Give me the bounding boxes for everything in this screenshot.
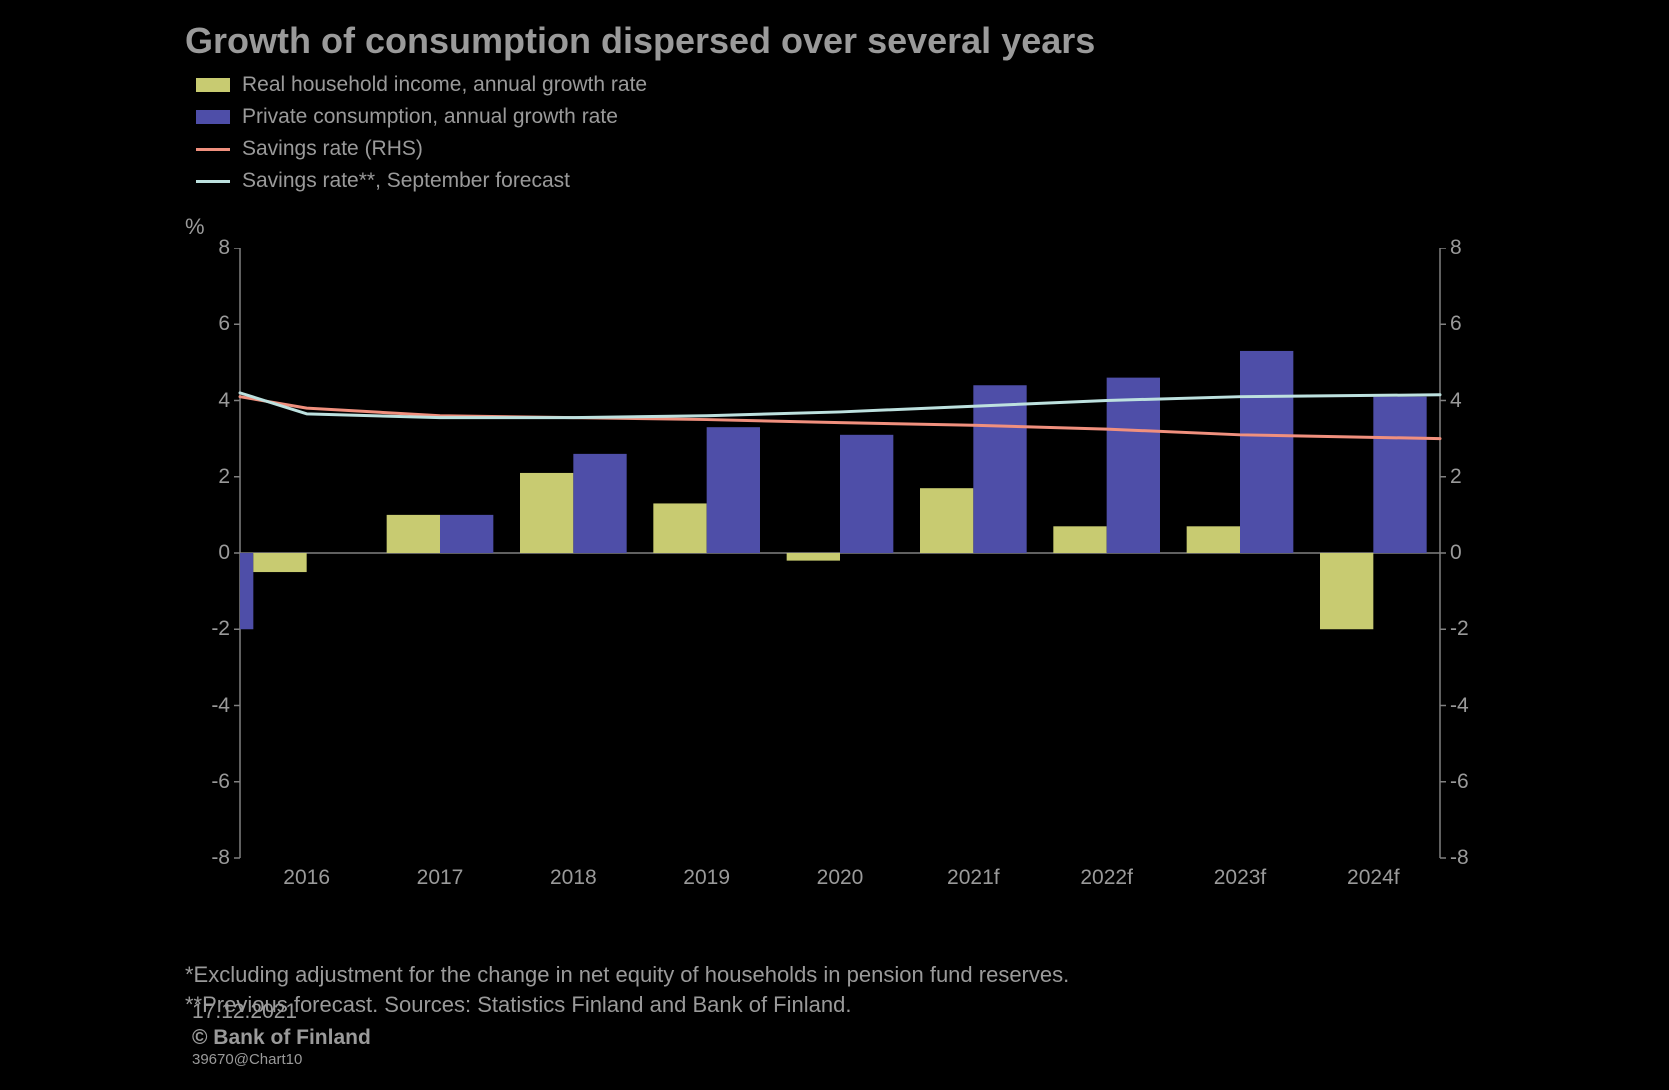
- y-tick-label: 0: [170, 541, 230, 565]
- y-tick-label: -4: [170, 694, 230, 718]
- chart-meta: 17.12.2021 © Bank of Finland 39670@Chart…: [192, 999, 371, 1070]
- x-tick-label: 2019: [683, 866, 730, 890]
- y-tick-label: -8: [170, 846, 230, 870]
- legend-item: Savings rate (RHS): [196, 136, 647, 162]
- x-tick-label: 2016: [283, 866, 330, 890]
- y-tick-label-right: 8: [1450, 236, 1510, 260]
- legend-line-icon: [196, 148, 230, 151]
- y-tick-label: 8: [170, 236, 230, 260]
- chart-plot: -8-8-6-6-4-4-2-2002244668820162017201820…: [185, 248, 1495, 898]
- legend-line-icon: [196, 180, 230, 183]
- y-tick-label: -2: [170, 617, 230, 641]
- x-tick-label: 2018: [550, 866, 597, 890]
- y-tick-label-right: -2: [1450, 617, 1510, 641]
- x-tick-label: 2022f: [1080, 866, 1133, 890]
- x-tick-label: 2017: [417, 866, 464, 890]
- y-tick-label-right: 4: [1450, 389, 1510, 413]
- legend-label: Savings rate**, September forecast: [242, 169, 570, 193]
- legend-label: Private consumption, annual growth rate: [242, 105, 618, 129]
- y-tick-label-right: -4: [1450, 694, 1510, 718]
- chart-title: Growth of consumption dispersed over sev…: [185, 20, 1095, 62]
- y-tick-label: 6: [170, 312, 230, 336]
- y-tick-label: -6: [170, 770, 230, 794]
- x-tick-label: 2023f: [1214, 866, 1267, 890]
- x-tick-label: 2021f: [947, 866, 1000, 890]
- legend-label: Savings rate (RHS): [242, 137, 423, 161]
- y-tick-label-right: 2: [1450, 465, 1510, 489]
- y-tick-label-right: 6: [1450, 312, 1510, 336]
- meta-date: 17.12.2021: [192, 999, 371, 1025]
- meta-copyright: © Bank of Finland: [192, 1025, 371, 1051]
- legend: Real household income, annual growth rat…: [196, 72, 647, 200]
- legend-swatch-icon: [196, 78, 230, 92]
- legend-swatch-icon: [196, 110, 230, 124]
- y-tick-label-right: -6: [1450, 770, 1510, 794]
- y-tick-label: 2: [170, 465, 230, 489]
- y-tick-label-right: 0: [1450, 541, 1510, 565]
- legend-item: Private consumption, annual growth rate: [196, 104, 647, 130]
- x-tick-label: 2020: [817, 866, 864, 890]
- x-tick-label: 2024f: [1347, 866, 1400, 890]
- legend-item: Real household income, annual growth rat…: [196, 72, 647, 98]
- y-tick-label: 4: [170, 389, 230, 413]
- y-tick-label-right: -8: [1450, 846, 1510, 870]
- meta-id: 39670@Chart10: [192, 1051, 371, 1070]
- legend-label: Real household income, annual growth rat…: [242, 73, 647, 97]
- legend-item: Savings rate**, September forecast: [196, 168, 647, 194]
